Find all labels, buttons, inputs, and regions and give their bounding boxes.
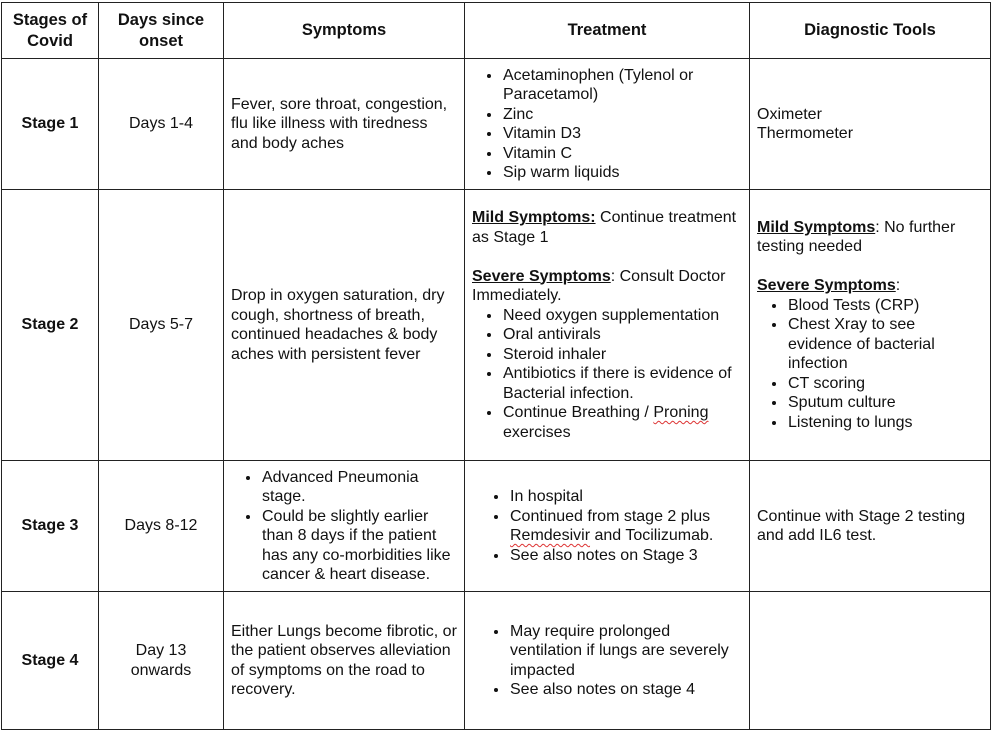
header-stage: Stages of Covid xyxy=(1,2,99,59)
days-cell: Days 1-4 xyxy=(98,58,224,190)
header-days: Days since onset xyxy=(98,2,224,59)
spellcheck-word: Proning xyxy=(653,404,709,421)
list-item: Oral antivirals xyxy=(502,325,742,345)
days-cell: Days 5-7 xyxy=(98,189,224,461)
treatment-cell: Mild Symptoms: Continue treatment as Sta… xyxy=(464,189,750,461)
list-item: See also notes on Stage 3 xyxy=(509,546,742,566)
list-item: Steroid inhaler xyxy=(502,345,742,365)
symptoms-cell: Either Lungs become fibrotic, or the pat… xyxy=(223,591,465,730)
severe-label: Severe Symptoms xyxy=(472,267,611,285)
table-row: Stage 1 Days 1-4 Fever, sore throat, con… xyxy=(1,58,991,190)
table-row: Stage 2 Days 5-7 Drop in oxygen saturati… xyxy=(1,189,991,461)
header-row: Stages of Covid Days since onset Symptom… xyxy=(1,2,991,59)
item-text: exercises xyxy=(503,423,571,441)
stage-cell: Stage 1 xyxy=(1,58,99,190)
list-item: Listening to lungs xyxy=(787,413,983,433)
list-item: Need oxygen supplementation xyxy=(502,306,742,326)
days-cell: Days 8-12 xyxy=(98,460,224,592)
stage-cell: Stage 4 xyxy=(1,591,99,730)
treatment-cell: Acetaminophen (Tylenol or Paracetamol) Z… xyxy=(464,58,750,190)
diagnostics-cell: Mild Symptoms: No further testing needed… xyxy=(749,189,991,461)
stage-cell: Stage 3 xyxy=(1,460,99,592)
mild-text: : No further testing needed xyxy=(757,218,956,256)
table-row: Stage 4 Day 13 onwards Either Lungs beco… xyxy=(1,591,991,730)
spellcheck-word: Remdesivir xyxy=(510,527,591,544)
list-item: Could be slightly earlier than 8 days if… xyxy=(261,507,457,585)
list-item: Blood Tests (CRP) xyxy=(787,296,983,316)
list-item: Continued from stage 2 plus Remdesivir a… xyxy=(509,507,742,546)
list-item: CT scoring xyxy=(787,374,983,394)
days-cell: Day 13 onwards xyxy=(98,591,224,730)
table-row: Stage 3 Days 8-12 Advanced Pneumonia sta… xyxy=(1,460,991,592)
mild-text: Continue treatment as Stage 1 xyxy=(472,209,737,246)
severe-text: : xyxy=(895,277,901,295)
severe-label: Severe Symptoms xyxy=(757,277,896,295)
item-text: Continued from stage 2 plus xyxy=(510,507,711,525)
list-item: May require prolonged ventilation if lun… xyxy=(509,622,742,681)
list-item: Vitamin C xyxy=(502,144,742,164)
diagnostics-cell: Continue with Stage 2 testing and add IL… xyxy=(749,460,991,592)
symptoms-cell: Fever, sore throat, congestion, flu like… xyxy=(223,58,465,190)
symptoms-cell: Drop in oxygen saturation, dry cough, sh… xyxy=(223,189,465,461)
diagnostic-line: Oximeter xyxy=(757,105,822,123)
symptoms-cell: Advanced Pneumonia stage. Could be sligh… xyxy=(223,460,465,592)
diagnostics-cell xyxy=(749,591,991,730)
stage-cell: Stage 2 xyxy=(1,189,99,461)
diagnostics-cell: Oximeter Thermometer xyxy=(749,58,991,190)
list-item: Advanced Pneumonia stage. xyxy=(261,468,457,507)
list-item: Continue Breathing / Proning exercises xyxy=(502,403,742,442)
list-item: Zinc xyxy=(502,105,742,125)
treatment-cell: In hospital Continued from stage 2 plus … xyxy=(464,460,750,592)
treatment-cell: May require prolonged ventilation if lun… xyxy=(464,591,750,730)
list-item: Chest Xray to see evidence of bacterial … xyxy=(787,315,983,374)
item-text: and Tocilizumab. xyxy=(590,527,714,544)
header-diagnostics: Diagnostic Tools xyxy=(749,2,991,59)
header-symptoms: Symptoms xyxy=(223,2,465,59)
list-item: Vitamin D3 xyxy=(502,124,742,144)
list-item: Sip warm liquids xyxy=(502,163,742,183)
list-item: Acetaminophen (Tylenol or Paracetamol) xyxy=(502,66,742,105)
list-item: See also notes on stage 4 xyxy=(509,680,742,700)
list-item: In hospital xyxy=(509,487,742,507)
mild-label: Mild Symptoms xyxy=(757,218,876,236)
severe-text: : Consult Doctor Immediately. xyxy=(472,267,726,305)
diagnostic-line: Thermometer xyxy=(757,125,854,142)
item-text: Continue Breathing / xyxy=(503,404,654,421)
list-item: Sputum culture xyxy=(787,393,983,413)
mild-label: Mild Symptoms: xyxy=(472,209,596,226)
header-treatment: Treatment xyxy=(464,2,750,59)
list-item: Antibiotics if there is evidence of Bact… xyxy=(502,364,742,403)
